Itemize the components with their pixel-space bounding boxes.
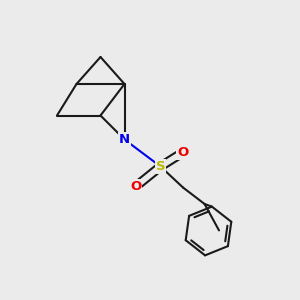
Text: S: S	[156, 160, 165, 173]
Text: O: O	[177, 146, 189, 159]
Text: N: N	[119, 133, 130, 146]
Text: O: O	[130, 180, 141, 193]
